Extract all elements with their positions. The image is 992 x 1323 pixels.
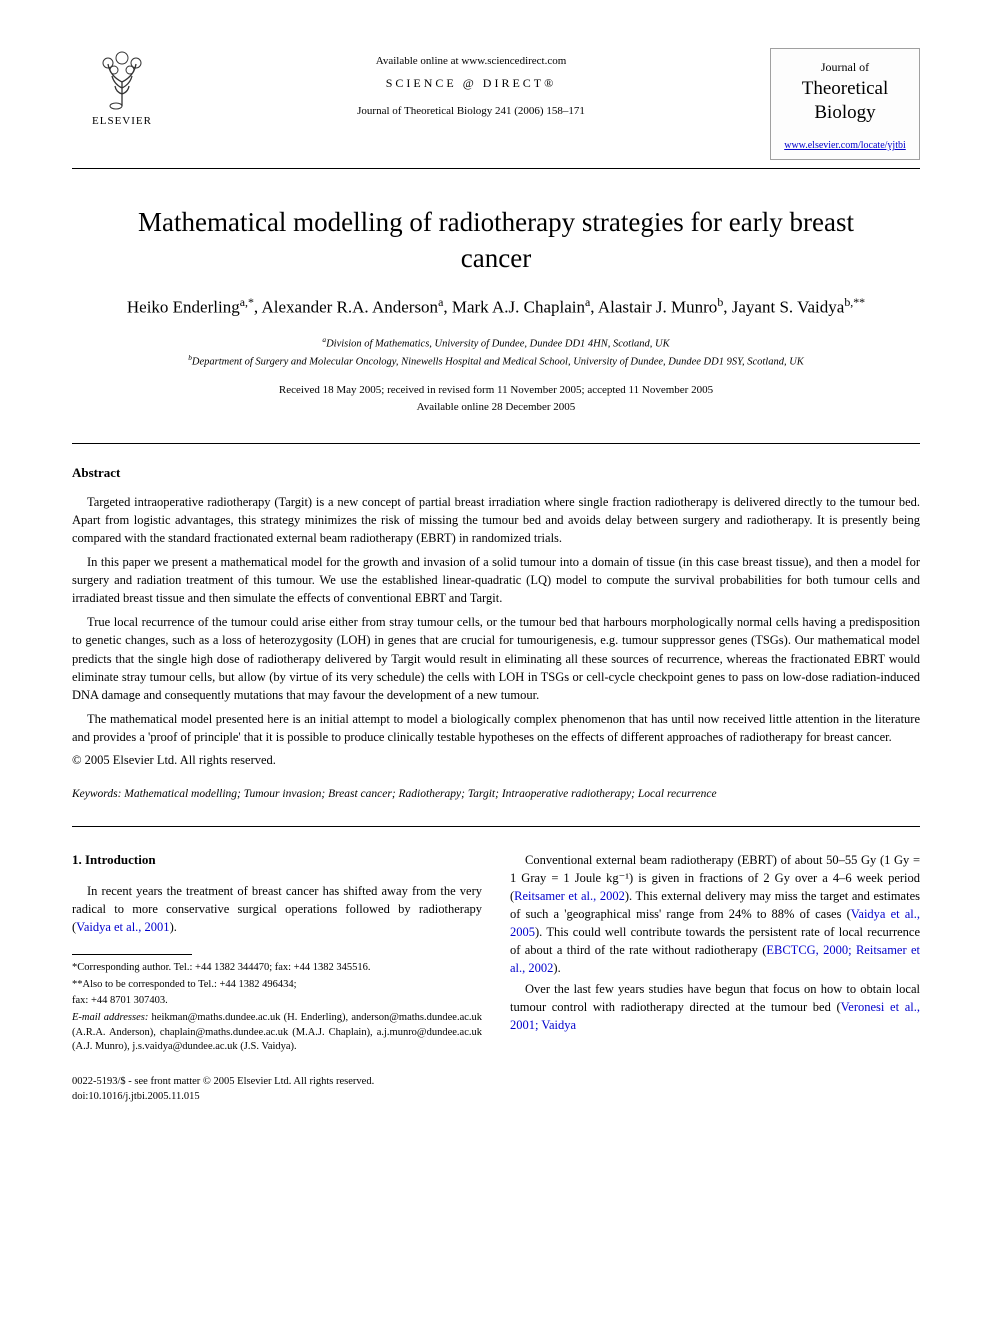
elsevier-tree-icon <box>90 48 154 112</box>
abstract-bottom-rule <box>72 826 920 827</box>
corresponding-2: **Also to be corresponded to Tel.: +44 1… <box>72 978 482 993</box>
doi-line: doi:10.1016/j.jtbi.2005.11.015 <box>72 1090 482 1105</box>
corresponding-1: *Corresponding author. Tel.: +44 1382 34… <box>72 961 482 976</box>
keywords-text: Mathematical modelling; Tumour invasion;… <box>124 788 716 800</box>
journal-box-line3: Biology <box>781 102 909 124</box>
section-1-heading: 1. Introduction <box>72 851 482 870</box>
ref-vaidya-2001[interactable]: Vaidya et al., 2001 <box>76 920 169 934</box>
journal-title-box: Journal of Theoretical Biology www.elsev… <box>770 48 920 160</box>
header-rule <box>72 168 920 169</box>
journal-reference: Journal of Theoretical Biology 241 (2006… <box>172 104 770 119</box>
sciencedirect-logo: SCIENCE @ DIRECT® <box>172 75 770 92</box>
footer-meta: 0022-5193/$ - see front matter © 2005 El… <box>72 1075 482 1104</box>
elsevier-label: ELSEVIER <box>92 114 152 129</box>
abstract-top-rule <box>72 443 920 444</box>
received-date: Received 18 May 2005; received in revise… <box>72 382 920 399</box>
footnote-rule <box>72 954 192 955</box>
abstract-p4: The mathematical model presented here is… <box>72 710 920 746</box>
copyright-line: © 2005 Elsevier Ltd. All rights reserved… <box>72 752 920 770</box>
journal-box-line2: Theoretical <box>781 78 909 100</box>
affiliations: aDivision of Mathematics, University of … <box>72 334 920 371</box>
keywords: Keywords: Mathematical modelling; Tumour… <box>72 786 920 802</box>
intro-p1: In recent years the treatment of breast … <box>72 882 482 936</box>
journal-box-line1: Journal of <box>781 59 909 76</box>
authors-list: Heiko Enderlinga,*, Alexander R.A. Ander… <box>72 294 920 320</box>
body-columns: 1. Introduction In recent years the trea… <box>72 851 920 1105</box>
abstract-p1: Targeted intraoperative radiotherapy (Ta… <box>72 493 920 547</box>
elsevier-logo: ELSEVIER <box>72 48 172 129</box>
ref-reitsamer-2002[interactable]: Reitsamer et al., 2002 <box>514 889 625 903</box>
online-date: Available online 28 December 2005 <box>72 399 920 416</box>
right-column: Conventional external beam radiotherapy … <box>510 851 920 1105</box>
intro-right-p1: Conventional external beam radiotherapy … <box>510 851 920 978</box>
left-column: 1. Introduction In recent years the trea… <box>72 851 482 1105</box>
journal-homepage-link[interactable]: www.elsevier.com/locate/yjtbi <box>781 139 909 153</box>
article-dates: Received 18 May 2005; received in revise… <box>72 382 920 415</box>
abstract-p2: In this paper we present a mathematical … <box>72 553 920 607</box>
abstract-heading: Abstract <box>72 464 920 482</box>
available-online-text: Available online at www.sciencedirect.co… <box>172 54 770 69</box>
affiliation-a: aDivision of Mathematics, University of … <box>72 334 920 352</box>
corresponding-fax: fax: +44 8701 307403. <box>72 994 482 1009</box>
issn-line: 0022-5193/$ - see front matter © 2005 El… <box>72 1075 482 1090</box>
email-addresses: E-mail addresses: heikman@maths.dundee.a… <box>72 1011 482 1055</box>
abstract-p3: True local recurrence of the tumour coul… <box>72 613 920 704</box>
intro-right-p2: Over the last few years studies have beg… <box>510 980 920 1034</box>
abstract-body: Targeted intraoperative radiotherapy (Ta… <box>72 493 920 747</box>
page-header: ELSEVIER Available online at www.science… <box>72 48 920 160</box>
affiliation-b: bDepartment of Surgery and Molecular Onc… <box>72 352 920 370</box>
header-center: Available online at www.sciencedirect.co… <box>172 48 770 120</box>
article-title: Mathematical modelling of radiotherapy s… <box>136 205 856 275</box>
footnotes: *Corresponding author. Tel.: +44 1382 34… <box>72 961 482 1055</box>
keywords-label: Keywords: <box>72 788 121 800</box>
